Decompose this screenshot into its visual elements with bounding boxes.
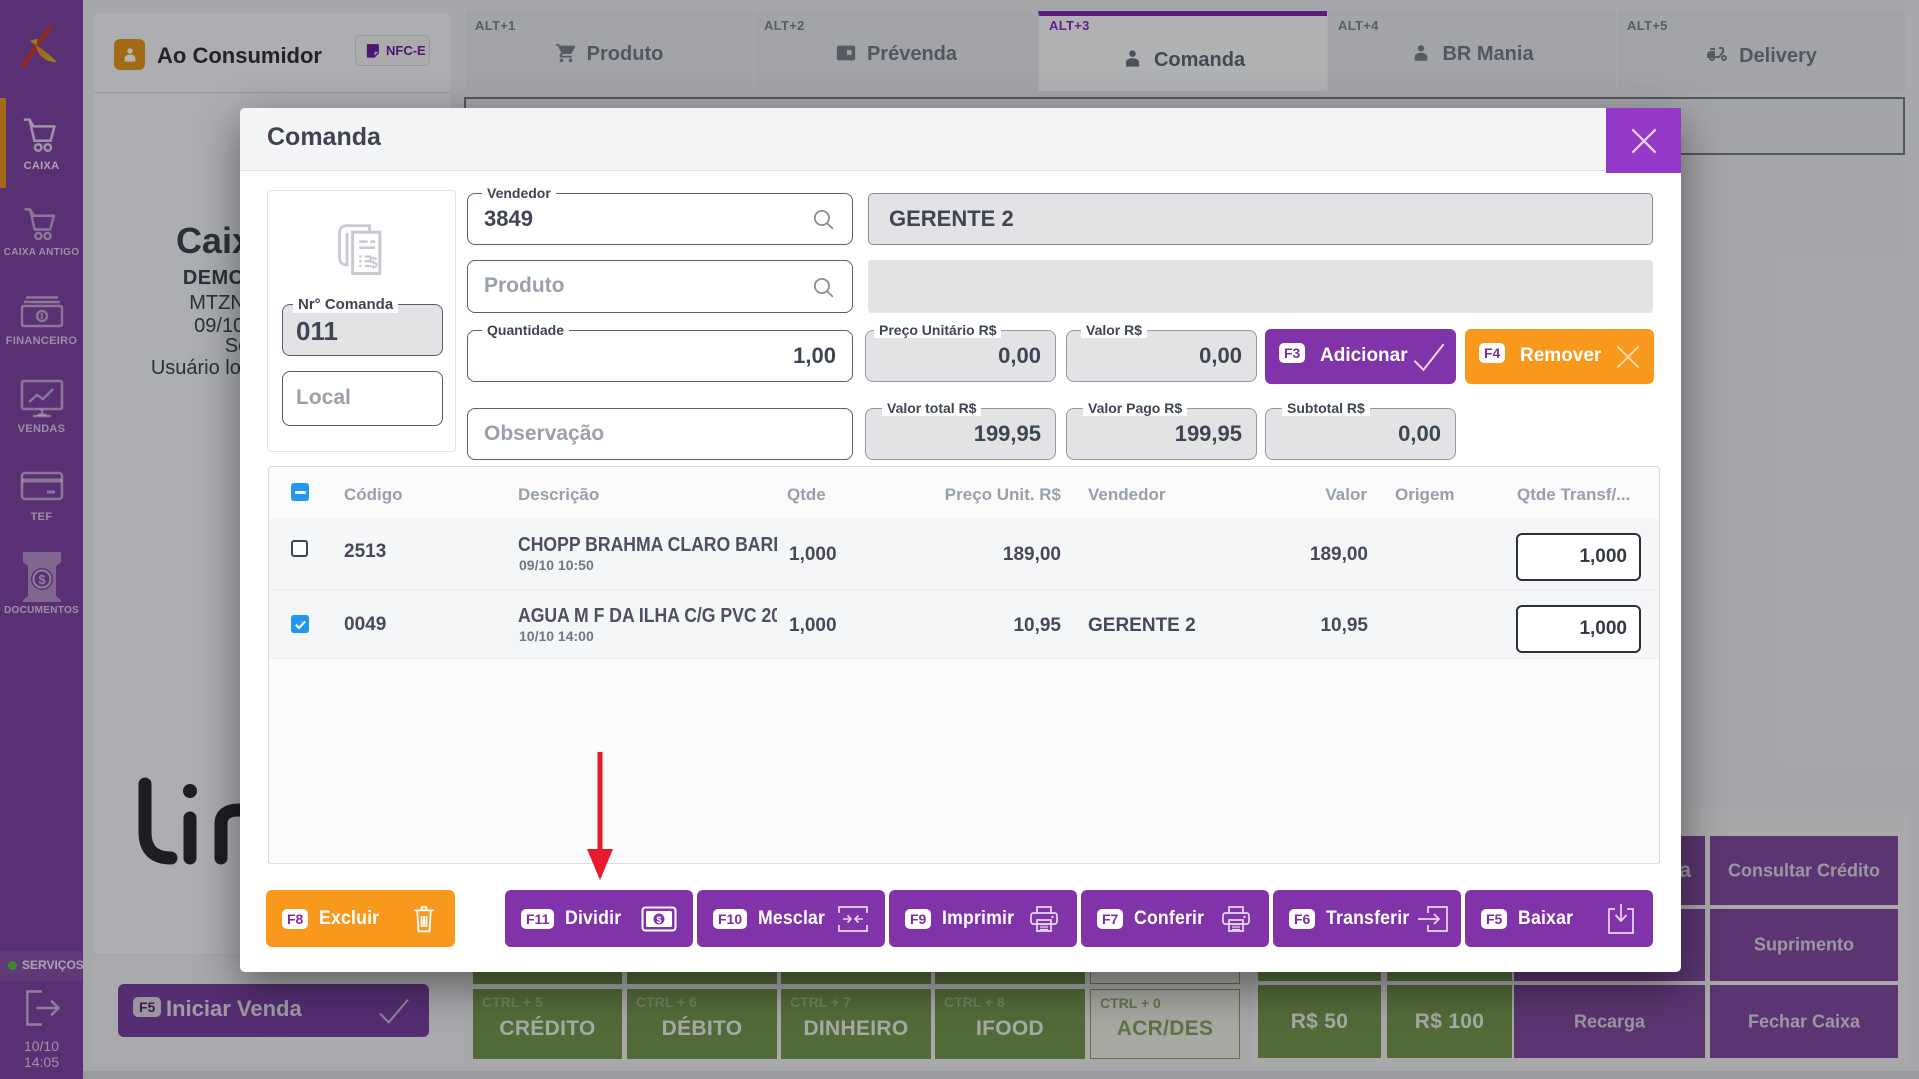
svg-text:$: $ bbox=[38, 572, 46, 587]
svg-text:$: $ bbox=[656, 915, 661, 925]
svg-text:$: $ bbox=[369, 255, 378, 272]
